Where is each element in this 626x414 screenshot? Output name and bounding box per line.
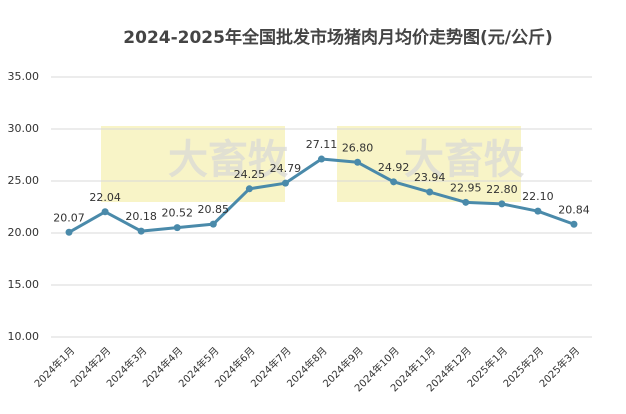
watermark: 大畜牧 xyxy=(404,137,525,183)
data-label: 27.11 xyxy=(306,138,338,151)
y-tick-label: 10.00 xyxy=(8,330,40,343)
watermark: 大畜牧 xyxy=(168,137,289,183)
marker xyxy=(209,220,217,228)
y-tick-label: 35.00 xyxy=(8,70,40,83)
data-label: 20.84 xyxy=(558,203,590,216)
marker xyxy=(137,227,145,235)
y-tick-label: 30.00 xyxy=(8,122,40,135)
data-label: 22.04 xyxy=(89,191,121,204)
data-label: 23.94 xyxy=(414,171,446,184)
chart-title: 2024-2025年全国批发市场猪肉月均价走势图(元/公斤) xyxy=(123,27,552,48)
data-label: 22.80 xyxy=(486,183,518,196)
data-label: 22.95 xyxy=(450,181,482,194)
y-tick-label: 15.00 xyxy=(8,278,40,291)
data-label: 24.25 xyxy=(234,168,266,181)
marker xyxy=(173,224,181,232)
y-tick-label: 20.00 xyxy=(8,226,40,239)
marker xyxy=(65,228,73,236)
marker xyxy=(390,178,398,186)
marker xyxy=(498,200,506,208)
data-label: 26.80 xyxy=(342,141,374,154)
marker xyxy=(462,198,470,206)
marker xyxy=(101,208,109,216)
data-label: 22.10 xyxy=(522,190,554,203)
marker xyxy=(570,220,578,228)
y-tick-label: 25.00 xyxy=(8,174,40,187)
data-label: 20.52 xyxy=(161,207,193,220)
marker xyxy=(426,188,434,196)
marker xyxy=(354,158,362,166)
marker xyxy=(318,155,325,163)
data-label: 20.85 xyxy=(198,203,230,216)
data-label: 20.07 xyxy=(53,211,85,224)
data-label: 24.92 xyxy=(378,161,410,174)
data-label: 20.18 xyxy=(125,210,157,223)
marker xyxy=(245,185,253,193)
marker xyxy=(534,207,542,215)
marker xyxy=(281,179,289,187)
data-label: 24.79 xyxy=(270,162,302,175)
